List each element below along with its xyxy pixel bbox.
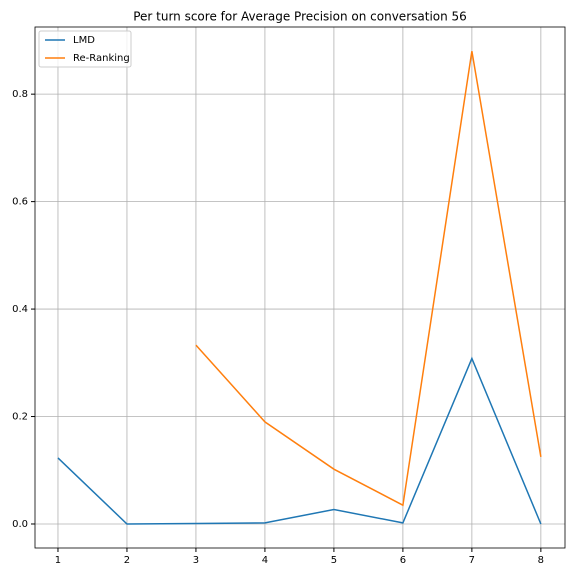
x-tick-label: 8: [538, 555, 544, 566]
y-tick-label: 0.8: [12, 89, 28, 100]
x-tick-label: 1: [55, 555, 61, 566]
chart-title: Per turn score for Average Precision on …: [133, 10, 467, 24]
legend: LMD Re-Ranking: [38, 30, 132, 68]
y-tick-label: 0.4: [12, 304, 28, 315]
data-line: [195, 51, 542, 507]
x-tick-label: 2: [124, 555, 130, 566]
plot-area: 1 2 3 4 5 6 7 8 0.0 0.2 0.4 0.6 0.8: [12, 27, 565, 566]
legend-label: Re-Ranking: [73, 53, 130, 64]
x-tick-label: 6: [400, 555, 406, 566]
x-tick-label: 4: [262, 555, 268, 566]
y-tick-label: 0.0: [12, 519, 28, 530]
x-tick-label: 5: [331, 555, 337, 566]
axes-frame: [34, 26, 566, 549]
y-tick-label: 0.2: [12, 412, 28, 423]
x-tick-label: 3: [193, 555, 199, 566]
data-line: [57, 356, 542, 525]
x-tick-label: 7: [469, 555, 475, 566]
legend-label: LMD: [73, 35, 95, 46]
y-tick-label: 0.6: [12, 197, 28, 208]
